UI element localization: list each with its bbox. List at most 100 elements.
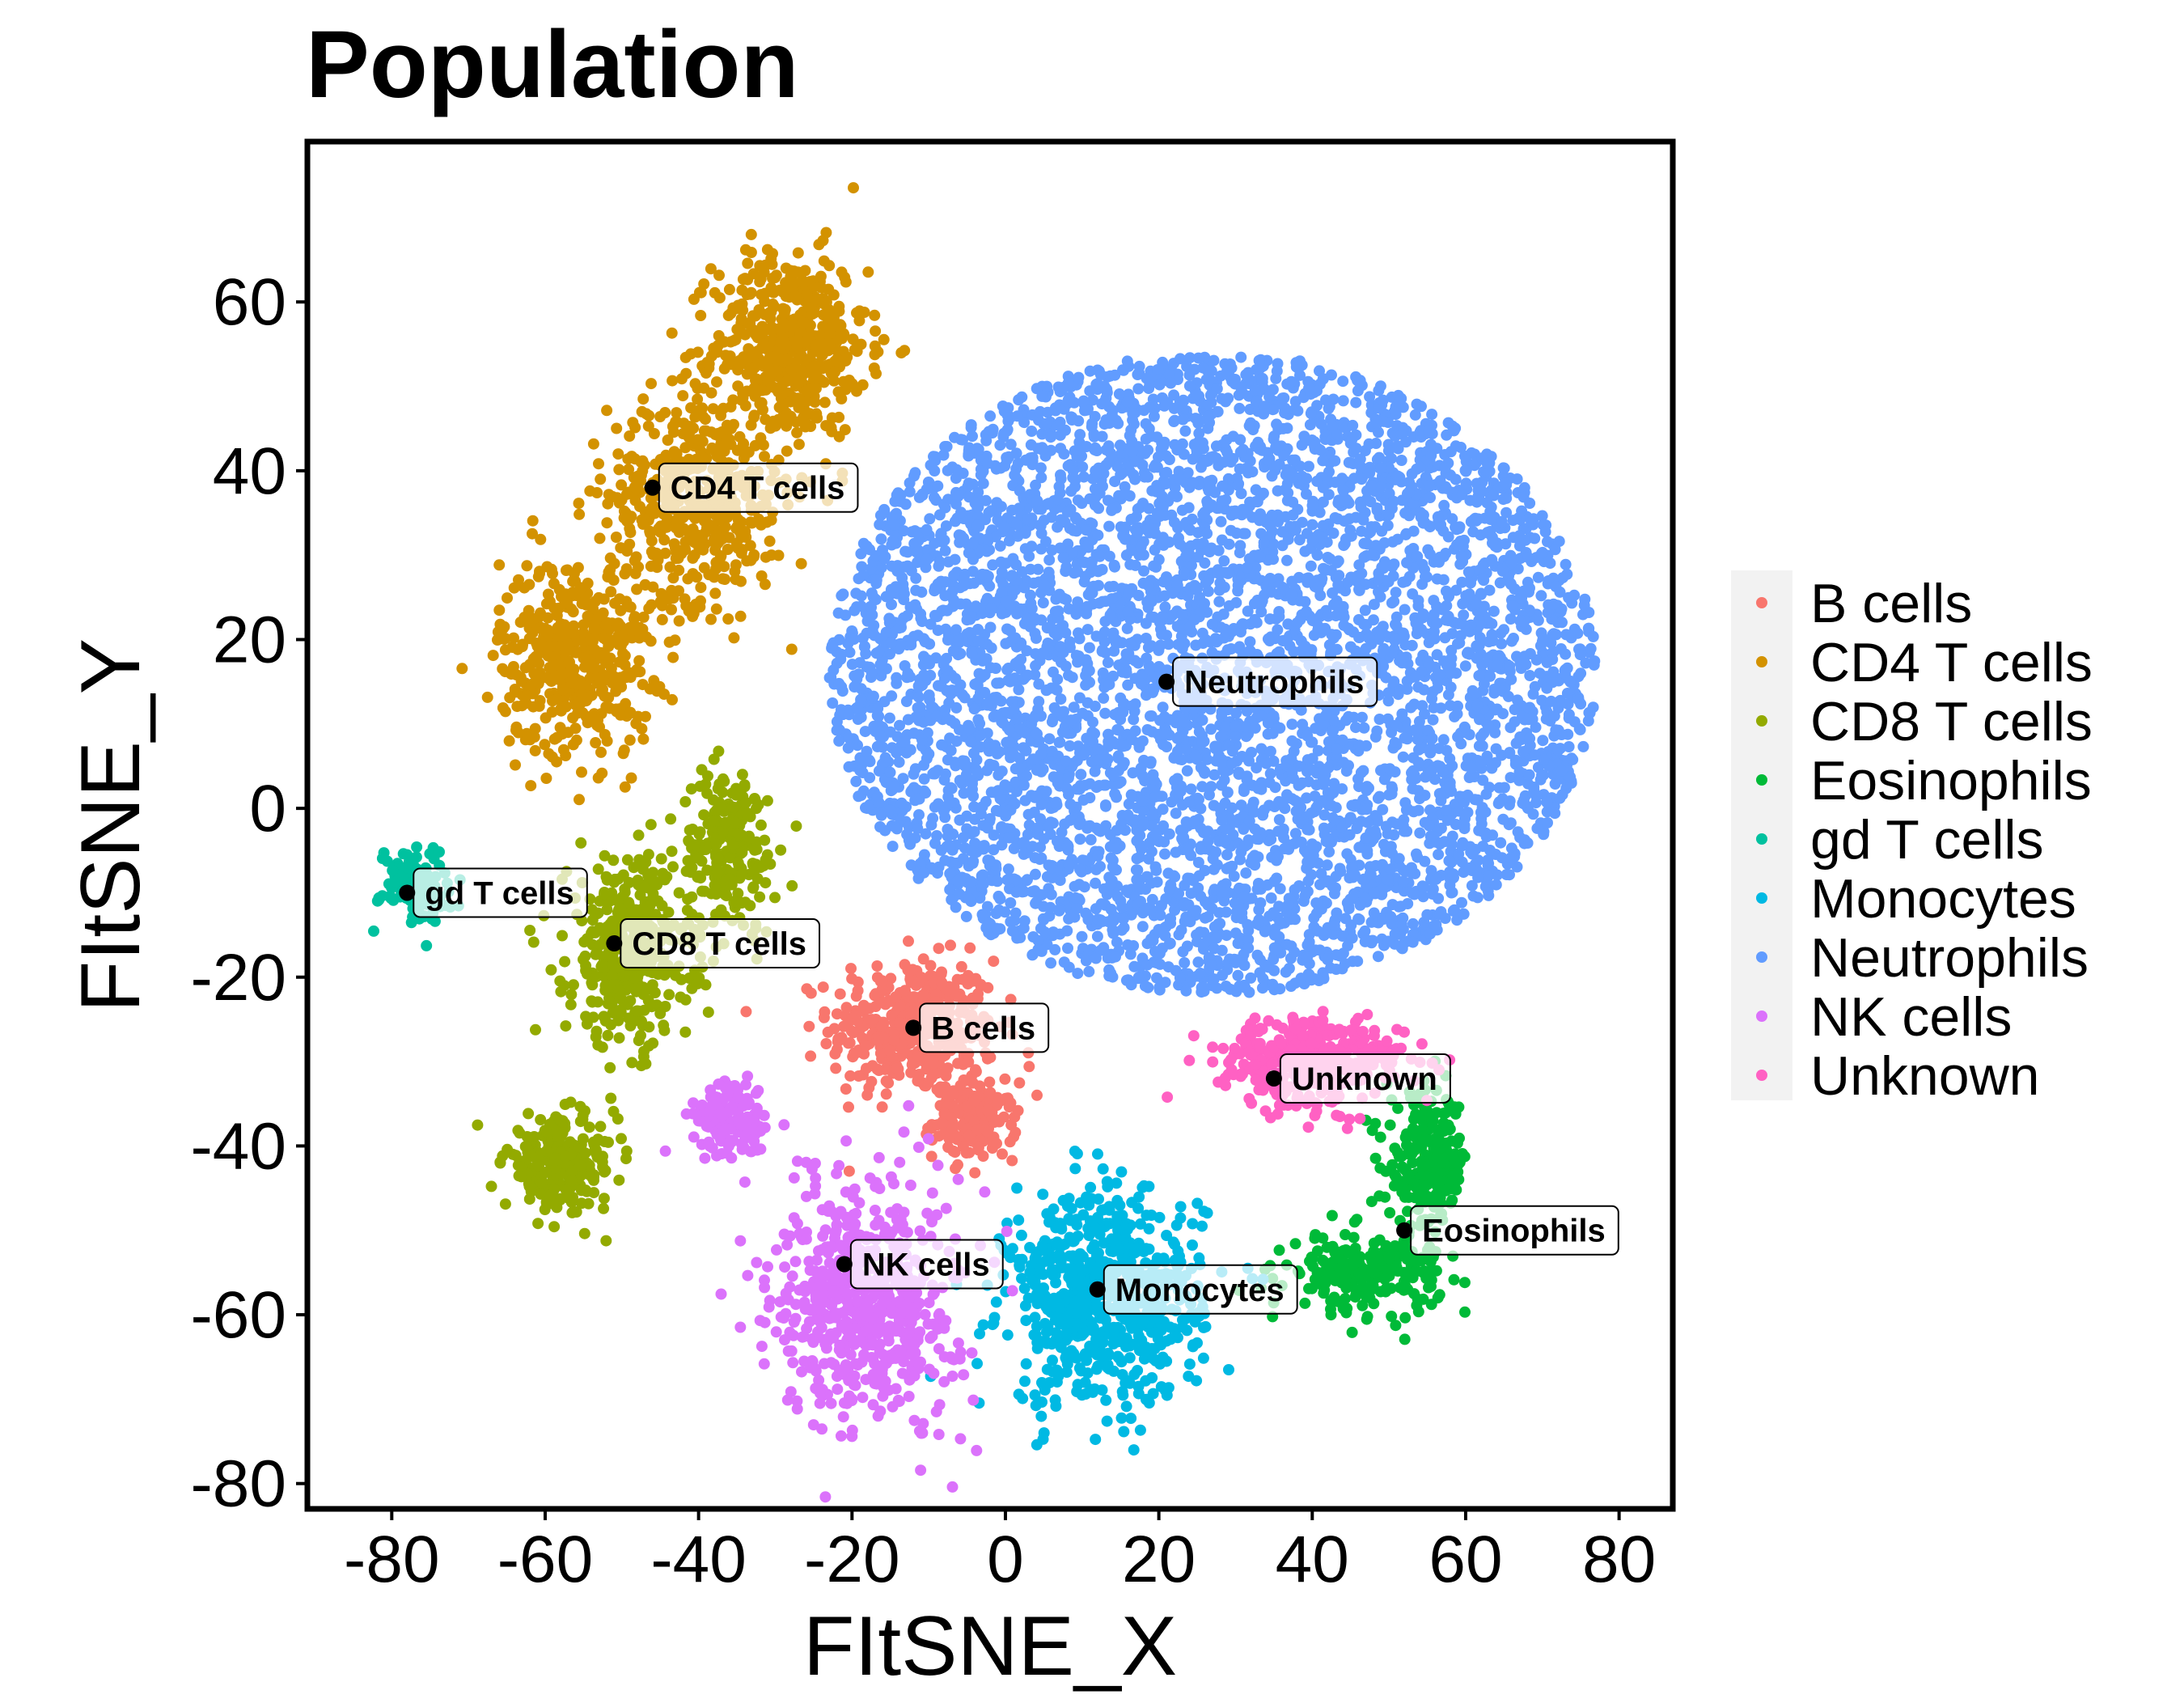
data-point <box>1200 1320 1212 1333</box>
data-point <box>950 990 963 1002</box>
data-point <box>963 1056 975 1068</box>
data-point <box>1031 1342 1043 1354</box>
data-point <box>605 1019 617 1031</box>
data-point <box>667 651 679 663</box>
data-point <box>1386 1311 1398 1322</box>
data-point <box>373 892 385 904</box>
data-point <box>1447 1170 1459 1182</box>
data-point <box>1128 1444 1140 1456</box>
data-point <box>1146 1372 1158 1383</box>
data-point <box>485 1180 497 1193</box>
data-point <box>717 573 729 585</box>
data-point <box>783 279 795 291</box>
data-point <box>578 936 590 948</box>
data-point <box>1191 1197 1204 1210</box>
data-point <box>521 560 533 572</box>
data-point <box>1425 1299 1437 1311</box>
data-point <box>1134 1424 1146 1436</box>
data-point <box>785 643 798 655</box>
data-point <box>870 367 882 379</box>
data-point <box>874 1047 887 1059</box>
data-point <box>570 734 582 746</box>
data-point <box>523 1180 535 1193</box>
data-point <box>644 683 656 695</box>
data-point <box>883 1044 895 1057</box>
data-point <box>843 1101 854 1113</box>
data-point <box>612 1113 624 1125</box>
data-point <box>984 1076 996 1088</box>
data-point <box>741 555 753 567</box>
data-point <box>582 693 593 705</box>
chart-title: Population <box>306 11 799 118</box>
data-point <box>1169 1254 1181 1266</box>
data-point <box>598 1193 610 1205</box>
data-point <box>991 1098 1003 1110</box>
data-point <box>754 276 766 288</box>
data-point <box>573 498 585 510</box>
data-point <box>675 373 688 385</box>
data-point <box>730 782 742 794</box>
data-point <box>689 411 701 423</box>
data-point <box>718 336 730 348</box>
data-point <box>675 991 687 1003</box>
data-point <box>533 657 545 669</box>
data-point <box>814 329 826 341</box>
data-point <box>540 622 551 634</box>
data-point <box>745 419 757 431</box>
data-point <box>645 560 657 572</box>
data-point <box>595 676 607 688</box>
data-point <box>516 700 528 712</box>
data-point <box>656 613 668 625</box>
data-point <box>658 534 671 546</box>
data-point <box>532 678 544 689</box>
data-point <box>805 1050 817 1062</box>
data-point <box>700 367 712 379</box>
data-point <box>626 1057 638 1069</box>
data-point <box>793 439 805 451</box>
data-point <box>760 551 772 563</box>
data-point <box>839 424 851 436</box>
data-point <box>1380 1239 1392 1252</box>
data-point <box>756 384 768 396</box>
data-point <box>540 773 552 784</box>
data-point <box>560 1150 572 1163</box>
data-point <box>602 1029 614 1041</box>
data-point <box>619 650 631 662</box>
data-point <box>574 794 585 806</box>
data-point <box>829 366 840 378</box>
data-point <box>1408 1288 1420 1300</box>
data-point <box>643 1021 655 1033</box>
data-point <box>831 344 843 356</box>
data-point <box>384 890 396 902</box>
data-point <box>749 794 761 806</box>
data-point <box>1064 1250 1076 1262</box>
data-point <box>1145 1210 1158 1221</box>
data-point <box>991 1138 1002 1150</box>
data-point <box>806 361 819 373</box>
data-point <box>1073 1305 1085 1317</box>
data-point <box>376 853 388 864</box>
data-point <box>663 989 675 1001</box>
data-point <box>547 695 558 707</box>
data-point <box>805 987 817 999</box>
data-point <box>917 953 929 965</box>
data-point <box>502 592 513 604</box>
data-point <box>1012 1104 1024 1116</box>
data-point <box>535 1177 548 1188</box>
data-point <box>599 1166 611 1178</box>
data-point <box>1035 1410 1048 1422</box>
data-point <box>601 904 613 916</box>
data-point <box>1011 1182 1023 1194</box>
data-point <box>1047 1354 1058 1366</box>
data-point <box>705 263 717 275</box>
data-point <box>1346 1326 1358 1338</box>
data-point <box>604 1061 616 1074</box>
data-point <box>627 417 639 429</box>
data-point <box>510 759 521 771</box>
data-point <box>1450 1184 1462 1196</box>
data-point <box>1137 1345 1149 1357</box>
data-point <box>507 1148 519 1160</box>
data-point <box>1431 1150 1443 1163</box>
data-point <box>1106 1233 1118 1245</box>
data-point <box>1076 1329 1088 1341</box>
